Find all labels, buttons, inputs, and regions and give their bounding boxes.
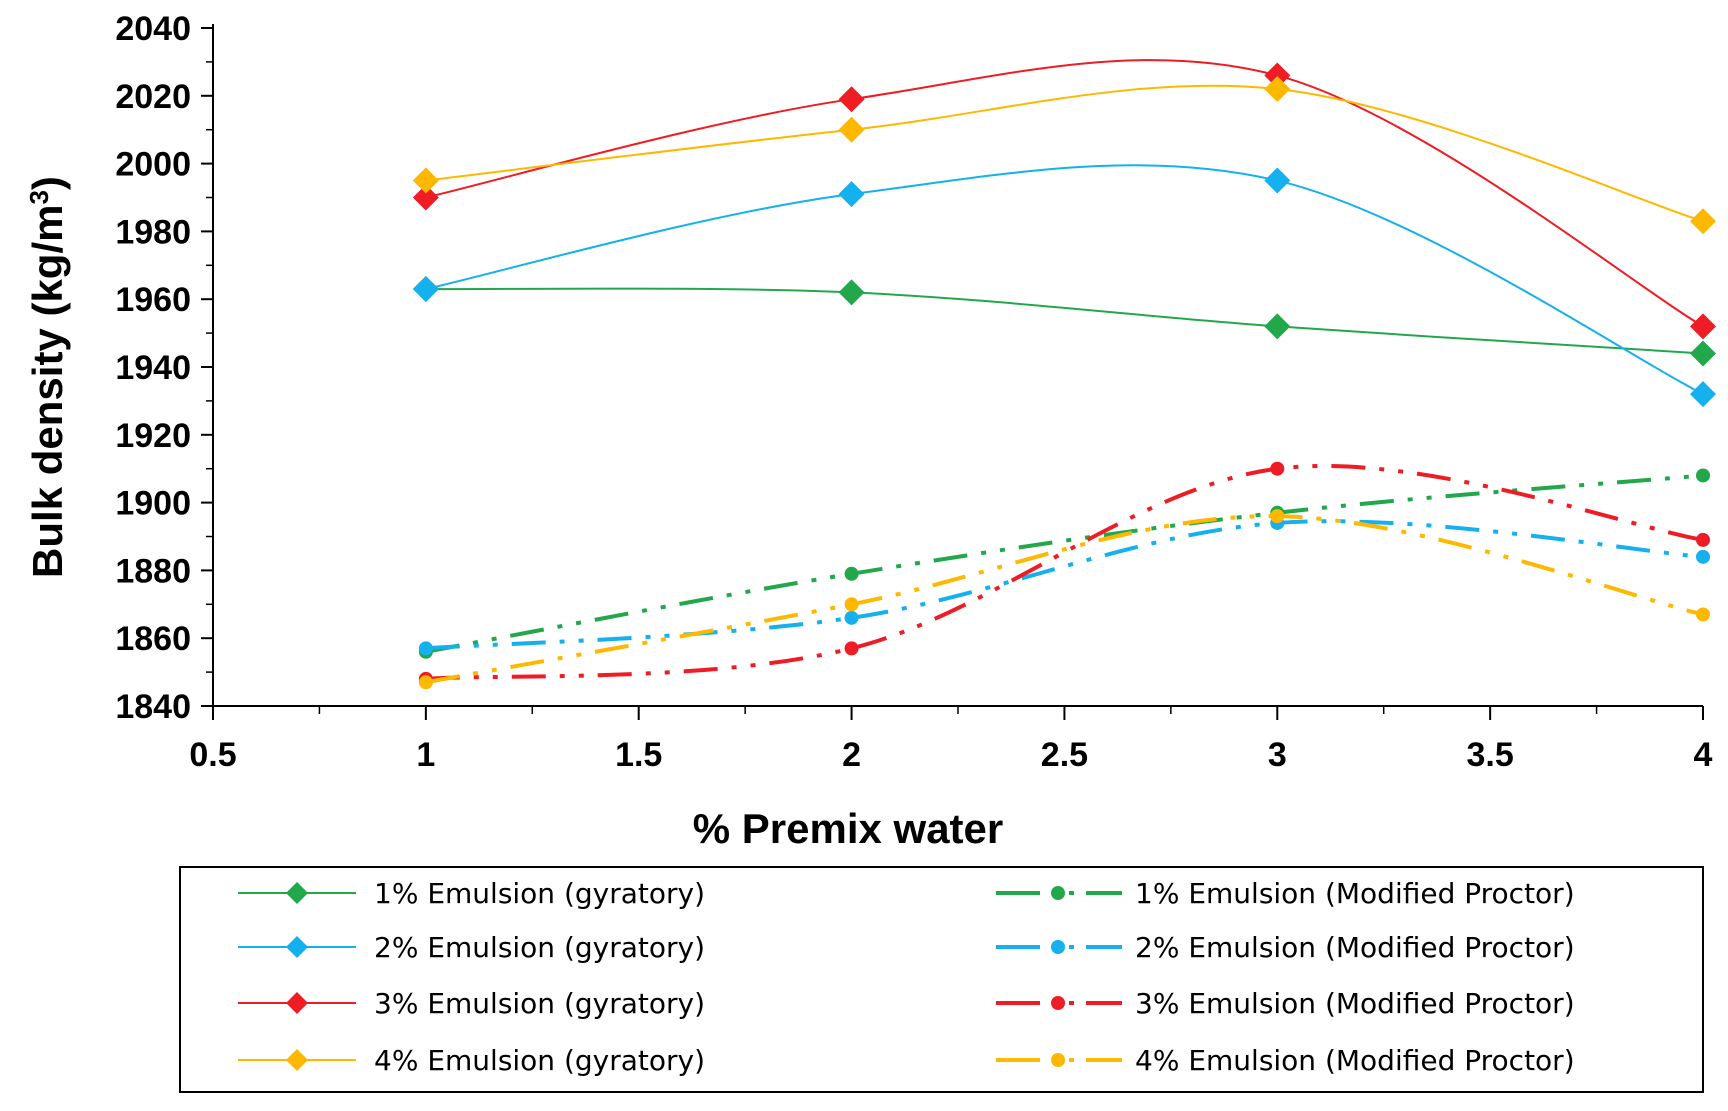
legend-entry-7: 3% Emulsion (Modified Proctor) — [996, 987, 1575, 1020]
legend-label: 4% Emulsion (gyratory) — [374, 1044, 705, 1077]
legend-marker — [286, 936, 308, 958]
y-tick-label: 1860 — [115, 620, 191, 658]
x-tick-label: 4 — [1694, 736, 1713, 774]
series-5 — [418, 468, 1710, 659]
data-point-marker — [1264, 167, 1291, 194]
series-line — [425, 84, 1704, 223]
data-point-marker — [1270, 461, 1285, 476]
legend-entry-8: 4% Emulsion (Modified Proctor) — [996, 1044, 1575, 1077]
legend-label: 3% Emulsion (Modified Proctor) — [1135, 987, 1575, 1020]
data-point-marker — [844, 597, 859, 612]
data-point-marker — [844, 641, 859, 656]
data-point-marker — [1264, 76, 1291, 103]
series-7 — [418, 461, 1710, 686]
data-point-marker — [412, 184, 439, 211]
y-tick-label: 1840 — [115, 688, 191, 726]
series-line — [425, 519, 1704, 651]
x-axis-title: % Premix water — [693, 805, 1004, 852]
x-tick-label: 3 — [1268, 736, 1287, 774]
data-point-marker — [1264, 62, 1291, 89]
series-8 — [418, 509, 1710, 690]
data-point-marker — [838, 86, 865, 113]
legend-entry-2: 2% Emulsion (gyratory) — [238, 931, 705, 964]
data-point-marker — [1270, 509, 1285, 524]
legend-box — [179, 866, 1704, 1093]
legend-marker — [286, 992, 308, 1014]
data-point-marker — [1696, 468, 1710, 483]
data-point-marker — [418, 641, 433, 656]
series-line — [425, 464, 1704, 681]
y-tick-label: 2040 — [115, 10, 191, 48]
y-tick-label: 1900 — [115, 485, 191, 523]
data-point-marker — [844, 566, 859, 581]
y-tick-label: 1940 — [115, 349, 191, 387]
data-point-marker — [1690, 313, 1716, 340]
data-point-marker — [412, 167, 439, 194]
series-4 — [412, 76, 1716, 235]
data-point-marker — [1690, 381, 1716, 408]
x-tick-label: 1 — [416, 736, 435, 774]
series-line — [425, 59, 1704, 328]
x-tick-label: 2.5 — [1041, 736, 1088, 774]
y-axis-title-main: Bulk density (kg/m — [24, 205, 71, 578]
data-point-marker — [1696, 532, 1710, 547]
series-line — [425, 473, 1704, 654]
x-tick-label: 1.5 — [615, 736, 662, 774]
y-tick-label: 1920 — [115, 417, 191, 455]
data-point-marker — [418, 675, 433, 690]
legend-entry-3: 3% Emulsion (gyratory) — [238, 987, 705, 1020]
x-tick-label: 3.5 — [1467, 736, 1514, 774]
legend: 1% Emulsion (gyratory) 2% Emulsion (gyrat… — [179, 866, 1704, 1093]
data-point-marker — [838, 116, 865, 143]
legend-marker — [1051, 886, 1065, 900]
legend-label: 4% Emulsion (Modified Proctor) — [1135, 1044, 1575, 1077]
legend-marker — [1051, 940, 1065, 954]
legend-marker — [286, 882, 308, 904]
series-line — [425, 287, 1704, 355]
data-point-marker — [1690, 340, 1716, 367]
legend-marker — [286, 1049, 308, 1071]
y-axis-title-close: ) — [24, 176, 71, 190]
data-point-marker — [1696, 607, 1710, 622]
y-axis-title: Bulk density (kg/m3) — [24, 176, 71, 578]
y-axis-title-superscript: 3 — [24, 190, 54, 204]
legend-entry-6: 2% Emulsion (Modified Proctor) — [996, 931, 1575, 964]
series-layer — [412, 59, 1716, 690]
series-line — [425, 164, 1704, 396]
x-tick-label: 0.5 — [189, 736, 236, 774]
y-tick-label: 2020 — [115, 78, 191, 116]
legend-entry-4: 4% Emulsion (gyratory) — [238, 1044, 705, 1077]
data-point-marker — [838, 181, 865, 208]
legend-entry-5: 1% Emulsion (Modified Proctor) — [996, 877, 1575, 910]
series-2 — [412, 164, 1716, 408]
y-tick-label: 1960 — [115, 281, 191, 319]
x-tick-label: 2 — [842, 736, 861, 774]
legend-label: 3% Emulsion (gyratory) — [374, 987, 705, 1020]
data-point-marker — [844, 610, 859, 625]
legend-entry-1: 1% Emulsion (gyratory) — [238, 877, 705, 910]
legend-marker — [1051, 1053, 1065, 1067]
data-point-marker — [1264, 313, 1291, 340]
series-3 — [412, 59, 1716, 340]
series-line — [425, 514, 1704, 685]
y-tick-label: 2000 — [115, 146, 191, 184]
y-tick-label: 1980 — [115, 213, 191, 251]
data-point-marker — [412, 276, 439, 303]
legend-label: 1% Emulsion (Modified Proctor) — [1135, 877, 1575, 910]
series-6 — [418, 515, 1710, 656]
axes: 1840 1860 1880 1900 1920 1940 1960 1980 2000 2020… — [24, 10, 1713, 852]
legend-label: 2% Emulsion (gyratory) — [374, 931, 705, 964]
data-point-marker — [838, 279, 865, 306]
legend-label: 1% Emulsion (gyratory) — [374, 877, 705, 910]
legend-marker — [1051, 996, 1065, 1010]
data-point-marker — [1690, 208, 1716, 235]
y-tick-label: 1880 — [115, 552, 191, 590]
data-point-marker — [1696, 549, 1710, 564]
legend-label: 2% Emulsion (Modified Proctor) — [1135, 931, 1575, 964]
